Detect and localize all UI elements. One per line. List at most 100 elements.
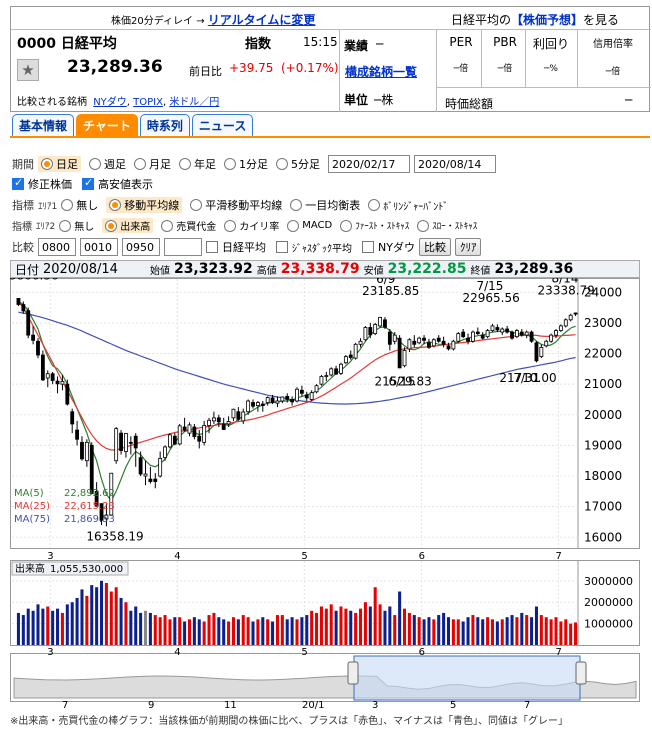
volume-bar <box>202 621 206 645</box>
period-monthly[interactable]: 月足 <box>134 156 171 172</box>
favorite-star-icon[interactable]: ★ <box>17 59 39 81</box>
candle <box>148 466 153 484</box>
candle-up-body <box>314 385 319 393</box>
compare-link-topix[interactable]: TOPIX <box>133 97 163 108</box>
ma-legend-name: MA(75) <box>14 514 50 525</box>
period-yearly-radio[interactable] <box>179 158 191 170</box>
area2-none[interactable]: 無し <box>59 218 94 233</box>
volume-bar <box>295 619 299 645</box>
adjusted-price-checkbox[interactable] <box>12 176 24 190</box>
compare-button[interactable]: 比較 <box>418 238 451 256</box>
tab-timeseries[interactable]: 時系列 <box>139 114 190 136</box>
area1-ma[interactable]: 移動平均線 <box>106 197 183 213</box>
indicator-label: 指標 <box>12 199 34 212</box>
candle <box>417 336 422 345</box>
period-1min[interactable]: 1分足 <box>224 156 268 172</box>
candle <box>192 423 197 440</box>
compare-link-nydow[interactable]: NYダウ <box>93 97 127 108</box>
period-1min-radio[interactable] <box>224 158 236 170</box>
volume-bar <box>158 617 162 645</box>
period-weekly[interactable]: 週足 <box>89 156 126 172</box>
area2-volume-radio[interactable] <box>105 219 118 232</box>
annotation-date: 7/31 <box>513 371 540 385</box>
area1-smoothed-ma-radio[interactable] <box>190 199 203 211</box>
compare-code-2[interactable]: 0010 <box>80 238 118 256</box>
area1-none[interactable]: 無し <box>61 197 98 213</box>
volume-bar <box>373 587 377 645</box>
candle <box>451 339 456 351</box>
compare-code-1[interactable]: 0800 <box>38 238 76 256</box>
candle-down-body <box>89 444 94 494</box>
area2-turnover-radio[interactable] <box>161 219 174 232</box>
candle-down-body <box>299 389 304 394</box>
compare-nydow-checkbox[interactable] <box>362 241 374 253</box>
compare-label: 比較される銘柄 <box>17 97 87 108</box>
compare-code-3[interactable]: 0950 <box>122 238 160 256</box>
candle <box>55 376 60 394</box>
candle-up-body <box>280 396 285 402</box>
area2-macd[interactable]: MACD <box>287 219 332 232</box>
volume-bar <box>451 619 455 645</box>
candle <box>236 407 241 421</box>
annotation-price: 22965.56 <box>462 291 519 305</box>
volume-label-box <box>11 561 129 576</box>
candle-down-body <box>461 331 466 338</box>
area2-fast-stoch[interactable]: ﾌｧｰｽﾄ・ｽﾄｷｬｽ <box>340 219 409 232</box>
area2-slow-stoch-radio[interactable] <box>417 219 430 232</box>
candle-down-body <box>529 331 534 342</box>
tab-news[interactable]: ニュース <box>191 114 254 136</box>
volume-bar <box>549 619 553 645</box>
candle-down-body <box>510 331 514 339</box>
area2-fast-stoch-radio[interactable] <box>340 219 353 232</box>
candle <box>221 417 226 431</box>
area1-none-radio[interactable] <box>61 199 74 211</box>
tab-basic-info[interactable]: 基本情報 <box>12 114 75 136</box>
candle-down-body <box>70 411 75 425</box>
area1-ichimoku[interactable]: 一目均衡表 <box>290 197 360 213</box>
area1-ichimoku-radio[interactable] <box>290 199 303 211</box>
area2-deviation[interactable]: カイリ率 <box>224 218 279 233</box>
candle-down-body <box>334 368 339 375</box>
compare-jasdaq-checkbox[interactable] <box>276 241 288 253</box>
period-weekly-radio[interactable] <box>89 158 101 170</box>
period-daily-radio[interactable] <box>41 158 53 170</box>
realtime-link[interactable]: リアルタイムに変更 <box>207 13 316 27</box>
area1-ma-radio[interactable] <box>109 199 122 211</box>
volume-bar <box>417 617 421 645</box>
period-yearly[interactable]: 年足 <box>179 156 216 172</box>
forecast-link[interactable]: 【株価予想】 <box>511 13 584 27</box>
candle <box>231 408 236 421</box>
area2-deviation-radio[interactable] <box>224 219 237 232</box>
tab-chart[interactable]: チャート <box>76 114 138 136</box>
candle-up-body <box>163 446 167 459</box>
period-5min[interactable]: 5分足 <box>276 156 320 172</box>
area2-none-radio[interactable] <box>59 219 72 232</box>
candle <box>65 379 70 406</box>
high-low-checkbox[interactable] <box>82 176 94 190</box>
period-5min-radio[interactable] <box>276 158 288 170</box>
area2-turnover[interactable]: 売買代金 <box>161 218 216 233</box>
volume-bar <box>539 615 543 645</box>
area2-slow-stoch[interactable]: ｽﾛｰ・ｽﾄｷｬｽ <box>417 219 477 232</box>
period-monthly-radio[interactable] <box>134 158 146 170</box>
components-link[interactable]: 構成銘柄一覧 <box>345 65 418 79</box>
forecast-suffix: を見る <box>583 13 620 27</box>
date-to-input[interactable]: 2020/08/14 <box>414 155 496 173</box>
area1-bollinger[interactable]: ﾎﾞﾘﾝｼﾞｬｰﾊﾞﾝﾄﾞ <box>368 198 448 213</box>
date-from-input[interactable]: 2020/02/17 <box>328 155 410 173</box>
area1-bollinger-radio[interactable] <box>368 199 381 211</box>
volume-bar <box>178 617 182 645</box>
clear-button[interactable]: ｸﾘｱ <box>454 238 482 256</box>
area1-smoothed-ma-label: 平滑移動平均線 <box>205 199 283 212</box>
compare-code-4[interactable] <box>164 238 202 256</box>
area2-volume[interactable]: 出来高 <box>102 218 154 233</box>
metric-per-label: PER <box>449 35 473 49</box>
candle <box>16 297 21 307</box>
area2-macd-radio[interactable] <box>287 219 300 232</box>
area1-smoothed-ma[interactable]: 平滑移動平均線 <box>190 197 282 213</box>
period-daily[interactable]: 日足 <box>38 156 81 172</box>
compare-link-usdjpy[interactable]: 米ドル／円 <box>169 97 220 108</box>
volume-bar <box>530 617 534 645</box>
compare-nikkei-checkbox[interactable] <box>206 241 218 253</box>
candle-up-body <box>514 330 519 338</box>
